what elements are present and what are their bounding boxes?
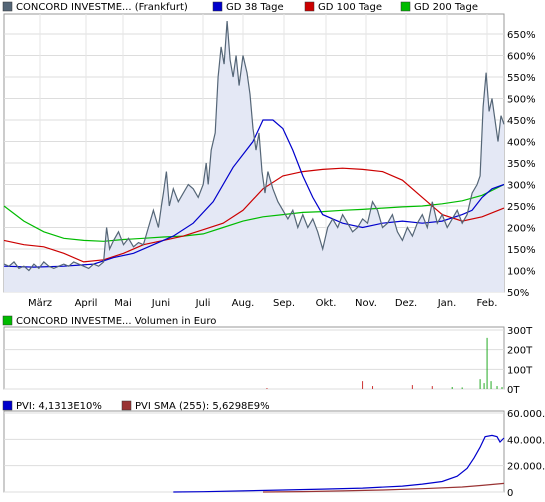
legend-swatch [212, 1, 223, 12]
x-tick-label: April [75, 298, 98, 309]
volume-panel: CONCORD INVESTME... Volumen in Euro 300T 2… [2, 315, 533, 396]
x-tick-label: März [28, 298, 52, 309]
x-tick-label: Mai [114, 298, 132, 309]
y-tick-label: 0 [507, 488, 513, 499]
x-tick-label: Feb. [477, 298, 498, 309]
pvi-sma-line [262, 482, 505, 493]
y-tick-label: 60.000.0 [507, 409, 545, 420]
legend-label: GD 100 Tage [318, 2, 382, 13]
y-tick-label: 550% [507, 73, 536, 84]
price-panel: CONCORD INVESTME... (Frankfurt) GD 38 Tag… [2, 1, 536, 309]
legend-swatch [400, 1, 411, 12]
x-tick-label: Sep. [273, 298, 295, 309]
y-tick-label: 450% [507, 116, 536, 127]
pvi-line [173, 434, 505, 493]
y-tick-label: 250% [507, 202, 536, 213]
y-tick-label: 350% [507, 159, 536, 170]
y-tick-label: 0T [507, 385, 520, 396]
y-tick-label: 100T [507, 365, 533, 376]
legend-swatch [304, 1, 315, 12]
legend-label: CONCORD INVESTME... Volumen in Euro [16, 316, 216, 327]
x-tick-label: Juli [195, 298, 211, 309]
gd200-line [3, 183, 505, 242]
y-tick-label: 100% [507, 267, 536, 278]
legend-label: PVI: 4,1313E10% [16, 401, 102, 412]
x-tick-label: Nov. [355, 298, 377, 309]
x-tick-label: Dez. [395, 298, 417, 309]
y-tick-label: 500% [507, 95, 536, 106]
x-tick-label: Juni [151, 298, 170, 309]
legend-swatch [2, 315, 13, 326]
pvi-panel: PVI: 4,1313E10% PVI SMA (255): 5,6298E9% 6… [2, 400, 545, 499]
legend-label: GD 38 Tage [226, 2, 284, 13]
legend-swatch [2, 1, 13, 12]
y-tick-label: 200T [507, 346, 533, 357]
y-tick-label: 40.000.0 [507, 435, 545, 446]
plot-frame [3, 326, 505, 390]
y-tick-label: 200% [507, 224, 536, 235]
x-tick-label: Jan. [437, 298, 457, 309]
y-tick-label: 600% [507, 52, 536, 63]
gd38-line [3, 119, 505, 268]
y-tick-label: 50% [507, 288, 529, 299]
x-tick-label: Aug. [232, 298, 255, 309]
price-line [3, 21, 505, 272]
y-tick-label: 650% [507, 30, 536, 41]
y-tick-label: 20.000.0 [507, 462, 545, 473]
legend-swatch [2, 400, 13, 411]
legend-label: GD 200 Tage [414, 2, 478, 13]
y-tick-label: 150% [507, 245, 536, 256]
y-tick-label: 300T [507, 326, 533, 337]
y-tick-label: 300% [507, 181, 536, 192]
legend-label: PVI SMA (255): 5,6298E9% [135, 401, 270, 412]
legend-swatch [121, 400, 132, 411]
y-tick-label: 400% [507, 138, 536, 149]
x-tick-label: Okt. [316, 298, 337, 309]
legend-label: CONCORD INVESTME... (Frankfurt) [16, 2, 188, 13]
plot-frame [3, 410, 505, 493]
gd100-line [3, 167, 505, 263]
